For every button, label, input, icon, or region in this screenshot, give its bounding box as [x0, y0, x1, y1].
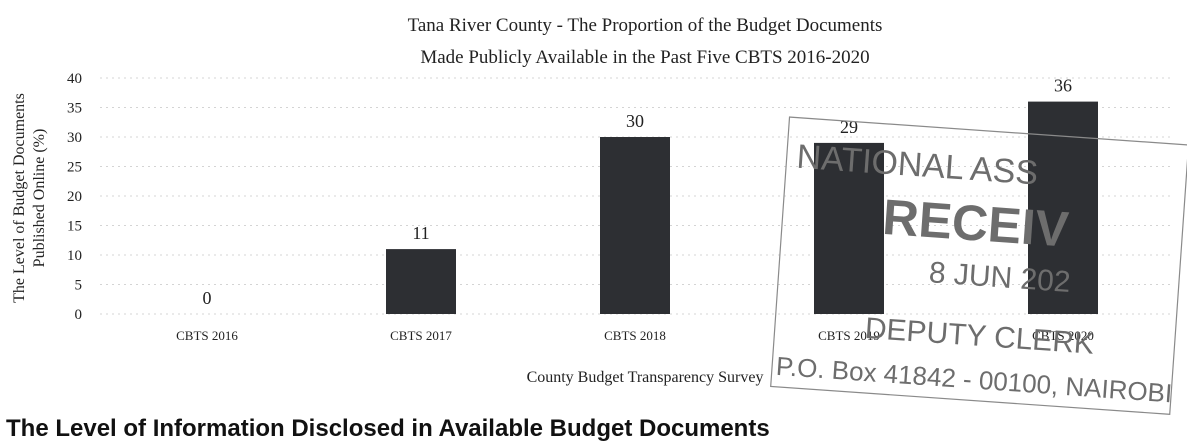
bars — [386, 101, 1098, 314]
y-tick-label: 5 — [75, 278, 83, 294]
y-tick-label: 15 — [67, 219, 82, 235]
x-tick-label: CBTS 2016 — [176, 328, 238, 343]
x-tick-label: CBTS 2017 — [390, 328, 452, 343]
y-axis-title: The Level of Budget Documents Published … — [11, 93, 48, 303]
chart-title-line-2: Made Publicly Available in the Past Five… — [420, 47, 869, 68]
y-tick-label: 30 — [67, 130, 82, 146]
x-tick-label: CBTS 2018 — [604, 328, 666, 343]
data-label: 36 — [1054, 76, 1072, 96]
y-tick-label: 10 — [67, 248, 82, 264]
x-axis-title: County Budget Transparency Survey — [527, 369, 764, 386]
data-label: 11 — [412, 223, 429, 243]
data-label: 30 — [626, 111, 644, 131]
y-axis-title-line-1: The Level of Budget Documents — [11, 93, 28, 303]
x-tick-label: CBTS 2019 — [818, 328, 880, 343]
stamp-border — [770, 116, 1187, 415]
section-heading: The Level of Information Disclosed in Av… — [6, 415, 770, 442]
x-axis-ticks: CBTS 2016 CBTS 2017 CBTS 2018 CBTS 2019 CBTS… — [176, 328, 1094, 343]
bar-cbts-2020 — [1028, 101, 1098, 314]
stamp-line-5: P.O. Box 41842 - 00100, NAIROBI — [775, 351, 1173, 409]
y-axis-ticks: 0 5 10 15 20 25 30 35 40 — [67, 71, 82, 323]
data-label: 0 — [203, 288, 212, 308]
chart-title-line-1: Tana River County - The Proportion of th… — [408, 15, 883, 36]
bar-cbts-2017 — [386, 249, 456, 314]
y-tick-label: 35 — [67, 101, 82, 117]
y-tick-label: 0 — [75, 307, 83, 323]
y-tick-label: 40 — [67, 71, 82, 87]
bar-cbts-2018 — [600, 137, 670, 314]
bar-cbts-2019 — [814, 142, 884, 314]
x-tick-label: CBTS 2020 — [1032, 328, 1094, 343]
stamp-line-2: RECEIV — [881, 189, 1071, 258]
y-tick-label: 25 — [67, 160, 82, 176]
data-labels: 0 11 30 29 36 — [203, 76, 1073, 308]
y-axis-title-line-2: Published Online (%) — [31, 129, 48, 268]
y-tick-label: 20 — [67, 189, 82, 205]
data-label: 29 — [840, 117, 858, 137]
stamp-line-4: DEPUTY CLERK — [864, 312, 1095, 361]
